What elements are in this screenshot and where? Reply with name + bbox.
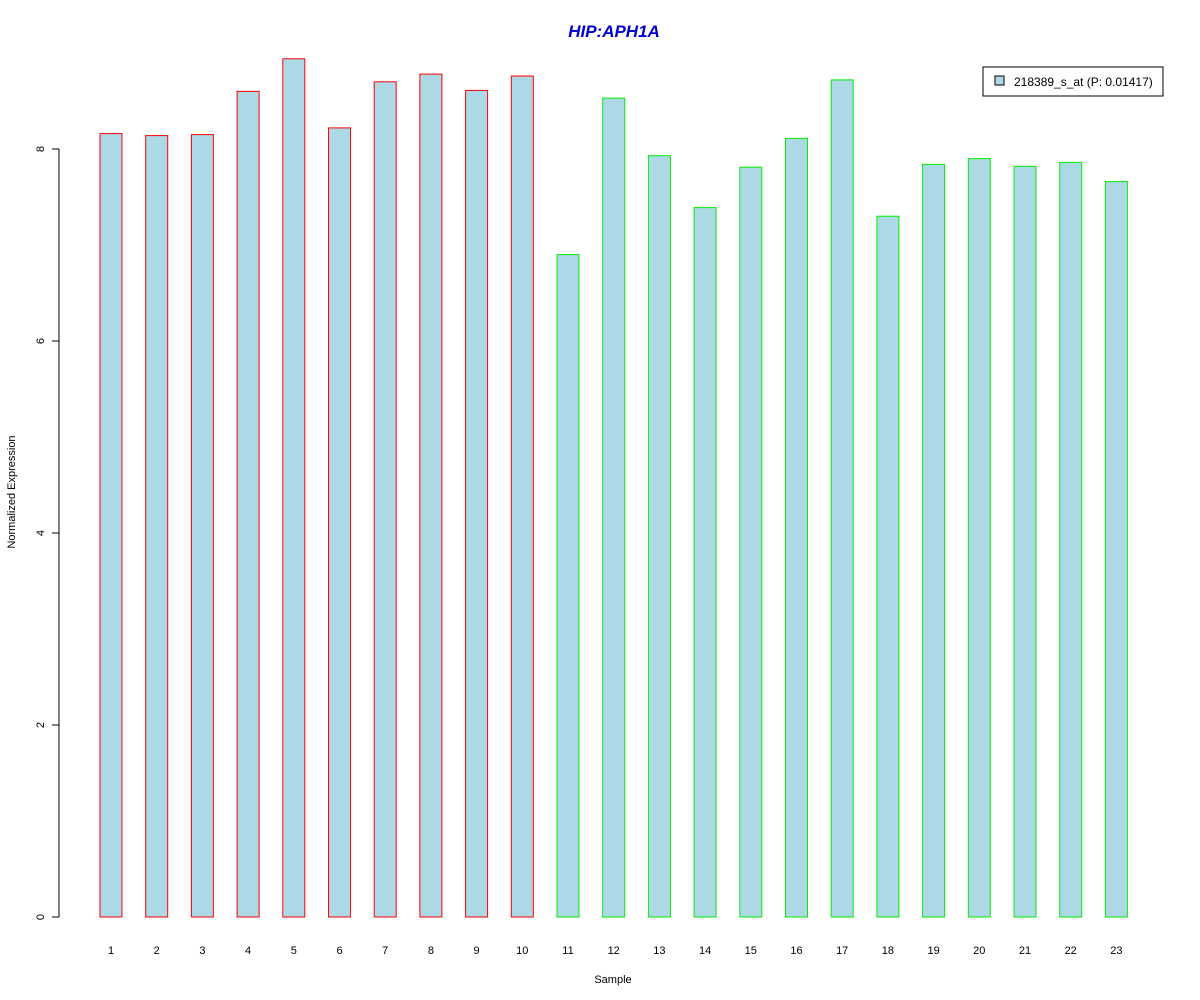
x-tick-label: 17 xyxy=(836,945,848,957)
x-tick-label: 15 xyxy=(745,945,757,957)
y-tick-label: 8 xyxy=(35,146,47,152)
bar-sample-10 xyxy=(510,75,534,918)
bar-sample-23 xyxy=(1104,181,1128,918)
x-tick-label: 3 xyxy=(199,945,205,957)
x-tick-label: 8 xyxy=(428,945,434,957)
legend: 218389_s_at (P: 0.01417) xyxy=(982,66,1164,97)
x-tick-label: 14 xyxy=(699,945,711,957)
bar-sample-4 xyxy=(236,90,260,918)
y-tick-label: 2 xyxy=(35,722,47,728)
x-tick-label: 4 xyxy=(245,945,251,957)
bar-sample-18 xyxy=(876,215,900,918)
x-tick-label: 20 xyxy=(973,945,985,957)
legend-swatch xyxy=(994,75,1005,86)
bar-sample-8 xyxy=(419,73,443,918)
bar-sample-16 xyxy=(785,137,808,918)
x-axis-label: Sample xyxy=(594,974,631,986)
x-tick-label: 9 xyxy=(474,945,480,957)
bar-sample-5 xyxy=(282,58,306,918)
y-axis: 0 2 4 6 8 xyxy=(35,146,60,920)
y-axis-label: Normalized Expression xyxy=(6,435,18,548)
bar-sample-9 xyxy=(465,89,489,918)
legend-label: 218389_s_at (P: 0.01417) xyxy=(1014,75,1153,89)
bar-sample-22 xyxy=(1059,161,1083,918)
bar-sample-12 xyxy=(602,97,626,918)
x-tick-label: 13 xyxy=(653,945,665,957)
x-tick-label: 21 xyxy=(1019,945,1031,957)
chart-title: HIP:APH1A xyxy=(568,22,660,41)
x-tick-label: 19 xyxy=(927,945,939,957)
bar-sample-21 xyxy=(1013,165,1037,918)
x-tick-labels: 1 2 3 4 5 6 7 8 9 10 11 12 13 14 15 16 17 18 19 20 21 22 23 xyxy=(108,945,1123,957)
y-tick-label: 4 xyxy=(35,530,47,536)
bars xyxy=(99,58,1128,918)
bar-sample-11 xyxy=(556,254,580,918)
bar-sample-6 xyxy=(328,127,351,918)
x-tick-label: 18 xyxy=(882,945,894,957)
bar-sample-3 xyxy=(190,134,214,918)
x-tick-label: 10 xyxy=(516,945,528,957)
x-tick-label: 22 xyxy=(1065,945,1077,957)
bar-sample-17 xyxy=(830,79,854,918)
x-tick-label: 16 xyxy=(790,945,802,957)
bar-sample-20 xyxy=(967,158,991,918)
bar-sample-7 xyxy=(373,81,397,918)
bar-sample-13 xyxy=(647,155,671,918)
x-tick-label: 1 xyxy=(108,945,114,957)
bar-sample-15 xyxy=(739,166,763,918)
x-tick-label: 5 xyxy=(291,945,297,957)
x-tick-label: 6 xyxy=(336,945,342,957)
bar-sample-14 xyxy=(693,207,717,918)
x-tick-label: 12 xyxy=(608,945,620,957)
legend-box xyxy=(982,66,1164,97)
bar-sample-1 xyxy=(99,133,123,918)
x-tick-label: 23 xyxy=(1110,945,1122,957)
y-tick-label: 0 xyxy=(35,914,47,920)
y-tick-label: 6 xyxy=(35,338,47,344)
bar-sample-19 xyxy=(922,163,946,918)
x-tick-label: 2 xyxy=(154,945,160,957)
x-tick-label: 7 xyxy=(382,945,388,957)
bar-sample-2 xyxy=(145,135,169,918)
x-tick-label: 11 xyxy=(562,945,573,957)
